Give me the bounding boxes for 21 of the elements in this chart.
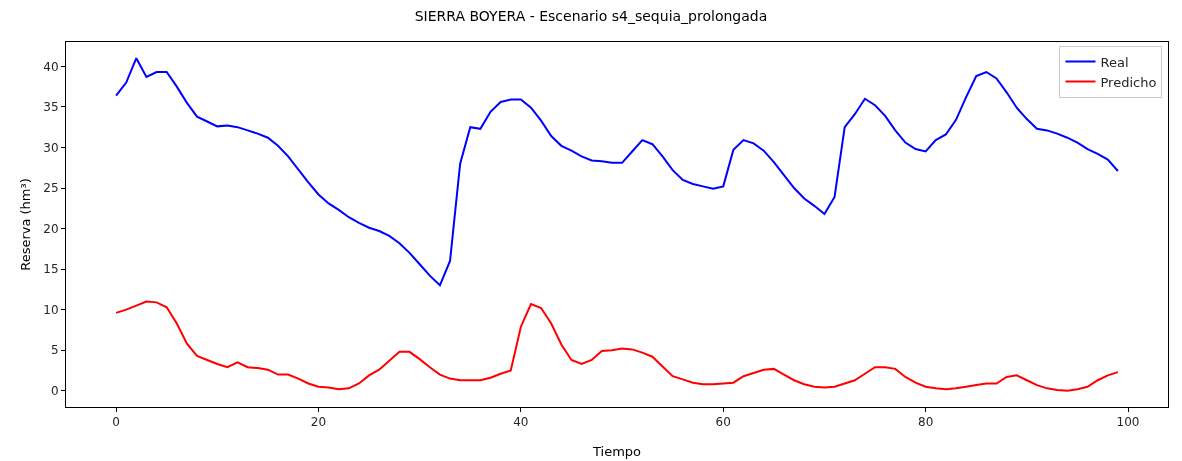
y-tick-label: 15 [43, 262, 59, 277]
y-tick-label: 30 [43, 140, 59, 155]
legend-label: Predicho [1100, 74, 1157, 90]
x-tick-label: 100 [1116, 415, 1140, 430]
legend-label: Real [1100, 54, 1129, 70]
chart-title: SIERRA BOYERA - Escenario s4_sequia_prolongada [414, 8, 768, 25]
x-tick-label: 80 [918, 415, 934, 430]
y-tick-label: 20 [43, 221, 59, 236]
y-tick-label: 35 [43, 100, 59, 115]
line-series [115, 300, 1119, 392]
y-tick-label: 25 [43, 181, 59, 196]
y-tick-label: 10 [43, 302, 59, 317]
y-axis-title: Reserva (hm³) [18, 178, 33, 271]
x-axis-title: Tiempo [591, 444, 642, 459]
x-tick-label: 0 [112, 415, 120, 430]
y-tick-label: 0 [50, 383, 59, 398]
x-tick-label: 60 [715, 415, 731, 430]
y-tick-label: 5 [50, 343, 59, 358]
x-tick-label: 20 [310, 415, 327, 430]
y-tick-label: 40 [43, 59, 59, 74]
x-tick-label: 40 [513, 415, 529, 430]
